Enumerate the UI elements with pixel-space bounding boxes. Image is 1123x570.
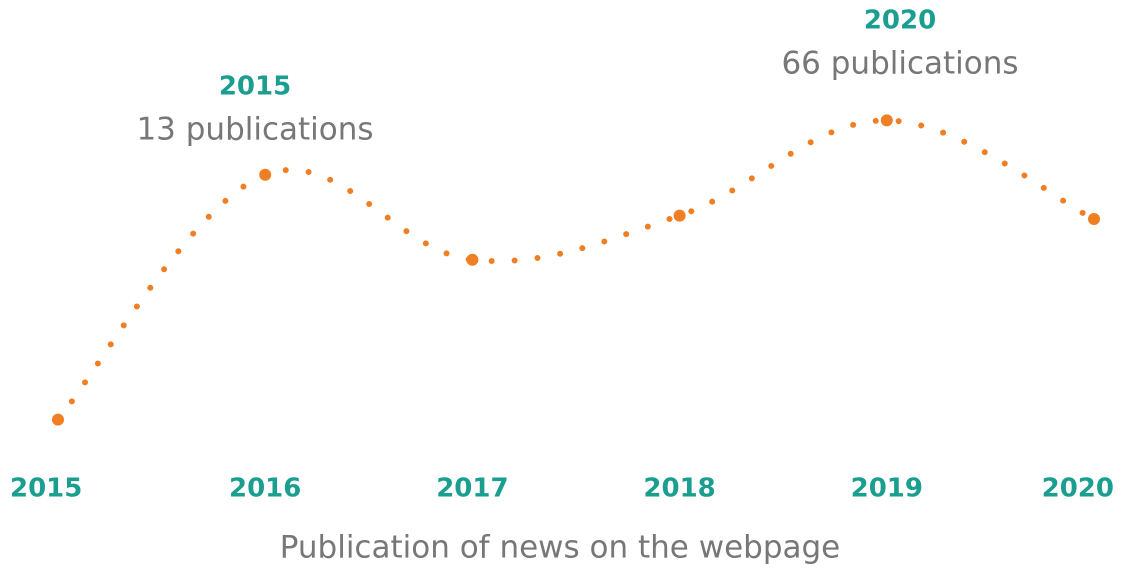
data-point: [466, 253, 479, 266]
x-tick-label: 2017: [436, 474, 508, 504]
x-tick-label: 2016: [229, 474, 301, 504]
x-tick-label: 2018: [643, 474, 715, 504]
annotation-text: 13 publications: [136, 112, 373, 148]
annotation-label: 2015: [219, 72, 291, 102]
data-point: [259, 168, 272, 181]
annotation-text: 66 publications: [781, 46, 1018, 82]
x-tick-label: 2015: [10, 474, 82, 504]
data-point: [52, 413, 64, 426]
x-tick-label: 2020: [1042, 474, 1114, 504]
data-point: [1088, 213, 1100, 225]
x-tick-label: 2019: [851, 474, 923, 504]
annotation-label: 2020: [864, 6, 936, 36]
data-point: [880, 114, 893, 127]
data-point: [673, 209, 686, 222]
chart-title: Publication of news on the webpage: [280, 530, 841, 566]
data-line: [55, 117, 1097, 423]
